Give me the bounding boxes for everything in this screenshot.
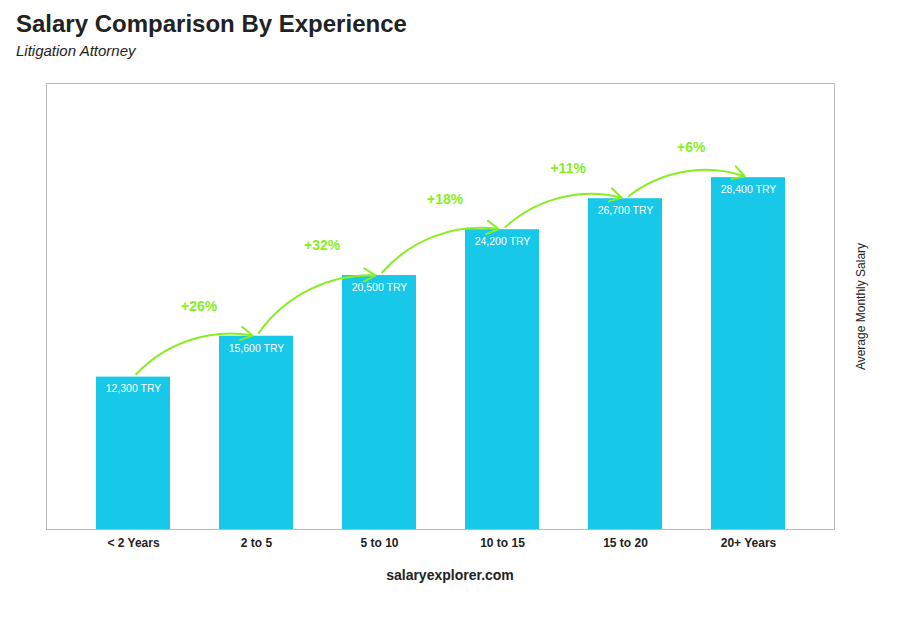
svg-text:20,500 TRY: 20,500 TRY	[352, 281, 408, 293]
svg-text:+11%: +11%	[550, 160, 586, 176]
svg-text:+32%: +32%	[304, 237, 341, 253]
html-text:Litigation Attorney: Litigation Attorney	[16, 42, 136, 59]
svg-text:15 to 20: 15 to 20	[603, 536, 648, 550]
svg-text:Average Monthly Salary: Average Monthly Salary	[854, 243, 868, 370]
svg-text:< 2 Years: < 2 Years	[107, 536, 159, 550]
svg-text:+18%: +18%	[427, 191, 464, 207]
svg-text:20+ Years: 20+ Years	[721, 536, 777, 550]
svg-text:12,300 TRY: 12,300 TRY	[106, 382, 162, 394]
svg-text:5 to 10: 5 to 10	[360, 536, 398, 550]
svg-text:26,700 TRY: 26,700 TRY	[598, 204, 654, 216]
svg-text:24,200 TRY: 24,200 TRY	[475, 235, 531, 247]
html-text:Salary Comparison By Experienc: Salary Comparison By Experience	[16, 10, 407, 37]
svg-text:28,400 TRY: 28,400 TRY	[721, 183, 777, 195]
svg-text:15,600 TRY: 15,600 TRY	[229, 342, 285, 354]
html-text:salaryexplorer.com: salaryexplorer.com	[386, 567, 514, 583]
svg-text:+26%: +26%	[181, 298, 218, 314]
svg-text:2 to 5: 2 to 5	[241, 536, 273, 550]
svg-text:10 to 15: 10 to 15	[480, 536, 525, 550]
svg-text:+6%: +6%	[677, 139, 706, 155]
